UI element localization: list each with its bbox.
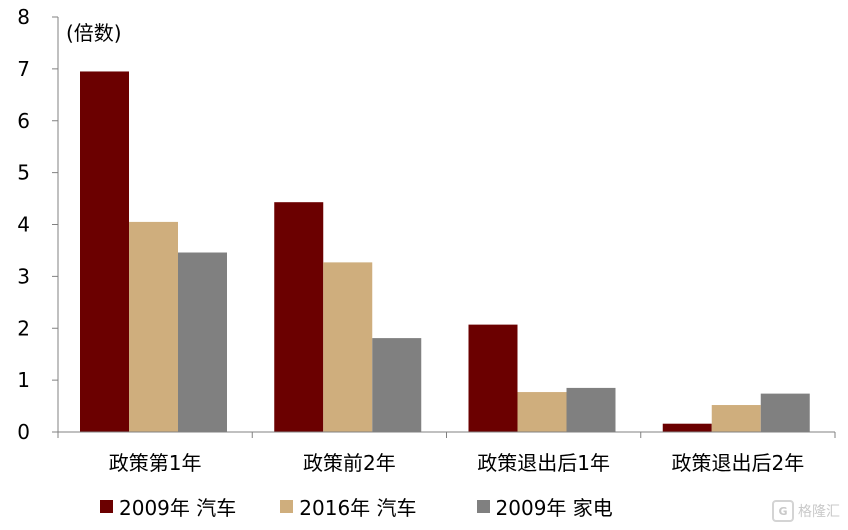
y-tick-label: 6 — [17, 109, 30, 133]
legend-swatch-series-3 — [476, 499, 490, 513]
legend-label-series-2: 2016年 汽车 — [299, 495, 417, 520]
x-category-label: 政策退出后2年 — [672, 451, 805, 475]
bar-series-3-政策第1年 — [178, 252, 227, 432]
bar-series-1-政策第1年 — [80, 71, 129, 432]
y-tick-label: 5 — [17, 161, 30, 185]
y-tick-label: 7 — [17, 57, 30, 81]
y-tick-label: 3 — [17, 264, 30, 288]
y-tick-label: 2 — [17, 316, 30, 340]
watermark-text: 格隆汇 — [798, 504, 840, 520]
legend-item-series-3: 2009年 家电 — [476, 492, 613, 521]
axes-group: 0 1 2 3 4 5 6 7 8 政策第1年 政策前2年 政策退出后1年 政策退出后2年 — [17, 5, 836, 475]
x-category-label: 政策第1年 — [109, 451, 202, 475]
bar-series-3-政策前2年 — [372, 338, 422, 432]
bar-series-2-政策第1年 — [129, 221, 178, 432]
bars-group — [80, 71, 810, 432]
bar-series-1-政策前2年 — [274, 202, 324, 432]
legend-label-series-3: 2009年 家电 — [495, 495, 613, 520]
bar-series-2-政策前2年 — [323, 262, 373, 432]
bar-series-3-政策退出后1年 — [566, 387, 616, 432]
y-tick-label: 8 — [17, 5, 30, 29]
legend-swatch-series-1 — [100, 499, 113, 513]
legend-swatch-series-2 — [280, 499, 294, 513]
gelonghui-logo-icon: G — [772, 500, 794, 522]
y-tick-label: 0 — [17, 420, 30, 444]
legend-label-series-1: 2009年 汽车 — [119, 495, 237, 520]
x-category-label: 政策前2年 — [303, 451, 396, 475]
bar-series-2-政策退出后2年 — [711, 405, 761, 432]
y-unit-label: (倍数) — [66, 21, 122, 45]
bar-series-1-政策退出后2年 — [662, 423, 712, 432]
bar-series-2-政策退出后1年 — [517, 392, 567, 432]
y-tick-label: 1 — [17, 368, 30, 392]
bar-series-1-政策退出后1年 — [468, 324, 518, 432]
legend-item-series-2: 2016年 汽车 — [280, 492, 417, 521]
y-tick-label: 4 — [17, 213, 30, 237]
x-category-label: 政策退出后1年 — [477, 451, 610, 475]
watermark: G 格隆汇 — [772, 500, 840, 522]
legend-item-series-1: 2009年 汽车 — [100, 492, 236, 521]
legend: 2009年 汽车 2016年 汽车 2009年 家电 — [100, 488, 657, 524]
bar-series-3-政策退出后2年 — [760, 393, 810, 432]
